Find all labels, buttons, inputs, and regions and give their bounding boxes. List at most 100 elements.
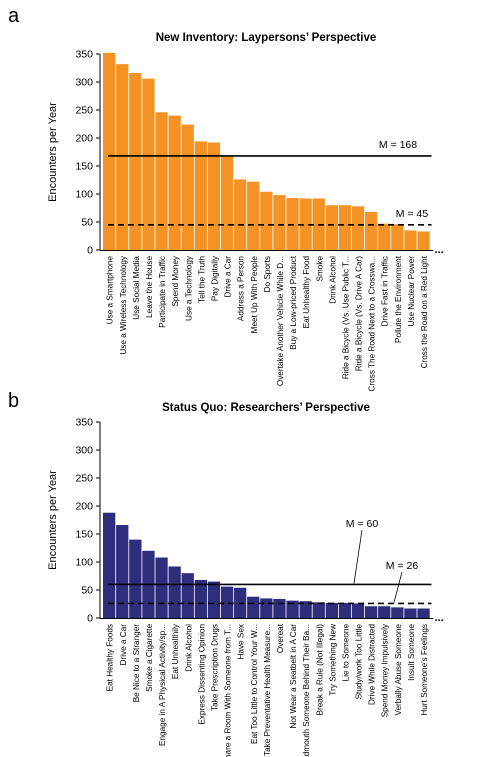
panel-b-x-tick-label: Badmouth Someone Behind Their Ba...	[302, 624, 311, 757]
panel-b-y-tick-label: 200	[75, 501, 93, 513]
panel-b-bar	[378, 606, 391, 618]
panel-a-x-tick-label: Buy a Low-priced Product	[289, 255, 298, 349]
panel-a-y-axis-label: Encounters per Year	[47, 102, 59, 202]
panel-a-x-tick-label: Use a Technology	[184, 255, 193, 321]
panel-a-bar	[142, 78, 155, 250]
panel-b-x-tick-label: Eat Healthy Foods	[106, 624, 115, 691]
panel-a-bar	[378, 223, 391, 250]
panel-b-x-tick-label: Verbally Abuse Someone	[394, 624, 403, 716]
panel-a-bar	[194, 141, 207, 250]
panel-a-x-tick-label: Do Sports	[263, 256, 272, 292]
panel-b-y-tick-label: 100	[75, 557, 93, 569]
panel-b-bar	[417, 608, 430, 618]
panel-b-bar	[129, 539, 142, 618]
panel-b-x-tick-label: Have Sex	[237, 624, 246, 660]
panel-a-x-tick-label: Leave the House	[145, 256, 154, 318]
panel-b-bar	[299, 601, 312, 618]
panel-b-status-quo-chart: b Status Quo: Researchers’ Perspective E…	[8, 390, 444, 757]
panel-b-bar	[338, 602, 352, 618]
panel-a-bar	[338, 205, 352, 250]
panel-b-x-tick-label: Not Wear a Seatbelt in A Car	[289, 624, 298, 729]
panel-a-x-tick-label: Drive Fast in Traffic	[381, 256, 390, 326]
panel-a-x-tick-label: Cross The Road Next to a Crosswa...	[368, 256, 377, 391]
panel-b-title: Status Quo: Researchers’ Perspective	[162, 402, 370, 414]
panel-b-x-tick-label: Drink Alcohol	[184, 624, 193, 672]
panel-a-bar	[129, 73, 142, 250]
panel-b-x-tick-label: Lie to Someone	[341, 624, 350, 682]
panel-b-bar	[155, 557, 168, 618]
panel-a-axis-ellipsis: ...	[435, 244, 444, 256]
panel-b-bar	[391, 607, 404, 618]
panel-b-x-tick-label: Take Preventative Health Measure...	[263, 624, 272, 756]
panel-a-y-tick-label: 100	[75, 189, 93, 201]
panel-a-new-inventory-chart: a New Inventory: Laypersons’ Perspective…	[8, 5, 444, 391]
panel-a-y-tick-label: 350	[75, 49, 93, 61]
panel-a-bar	[103, 52, 116, 250]
panel-b-x-tick-label: Try Something New	[328, 624, 337, 696]
panel-a-bar	[207, 142, 221, 250]
panel-a-label: a	[8, 5, 20, 27]
panel-a-x-tick-label: Use Nuclear Power	[407, 256, 416, 327]
panel-a-x-tick-label: Address a Person	[237, 256, 246, 322]
panel-a-x-tick-label: Participate in Traffic	[158, 256, 167, 328]
panel-a-title: New Inventory: Laypersons’ Perspective	[156, 32, 377, 44]
panel-a-x-tick-label: Meet Up With People	[250, 256, 259, 334]
panel-b-bar	[181, 573, 194, 618]
panel-a-bar	[286, 197, 299, 250]
panel-a-x-tick-label: Use a Smartphone	[106, 256, 115, 325]
panel-a-mean-label: M = 45	[396, 208, 429, 220]
panel-a-bar	[404, 230, 417, 250]
panel-b-x-tick-label: Share a Room With Someone from T...	[224, 624, 233, 757]
panel-a-bar	[168, 115, 181, 250]
panel-a-bar	[181, 124, 194, 250]
panel-b-y-axis-label: Encounters per Year	[47, 470, 59, 570]
panel-b-x-tick-label: Eat Unhealthily	[171, 623, 180, 679]
panel-a-bar	[116, 64, 129, 250]
panel-b-x-tick-label: Spend Money Impulsively	[381, 623, 390, 717]
panel-b-x-tick-label: Engage in A Physical Activity/sp...	[158, 624, 167, 746]
panel-a-bar	[273, 195, 286, 250]
panel-a-y-tick-label: 300	[75, 77, 93, 89]
panel-a-x-tick-label: Spend Money	[171, 255, 180, 306]
panel-b-y-tick-label: 250	[75, 473, 93, 485]
panel-b-bar	[273, 598, 286, 618]
panel-a-bar	[299, 198, 312, 250]
panel-b-bar	[247, 596, 260, 618]
panel-a-x-tick-label: Eat Unhealthy Food	[302, 256, 311, 329]
panel-a-bar	[365, 211, 378, 250]
panel-a-bar	[417, 231, 430, 250]
panel-b-x-tick-label: Be Nice to a Stranger	[132, 624, 141, 703]
panel-b-y-tick-label: 350	[75, 417, 93, 429]
panel-a-bar	[155, 112, 168, 251]
panel-b-mean-label: M = 60	[346, 518, 379, 530]
panel-b-mean-leader	[393, 571, 403, 603]
panel-b-label: b	[8, 390, 19, 412]
panel-a-x-tick-label: Cross the Road on a Red Light	[420, 255, 429, 368]
panel-a-x-tick-label: Drink Alcohol	[328, 256, 337, 304]
panel-a-x-tick-label: Smoke	[315, 256, 324, 282]
panel-a-x-tick-label: Use a Wireless Technology	[119, 255, 128, 355]
panel-a-bar	[325, 205, 338, 250]
panel-b-x-tick-label: Hurt Someone's Feelings	[420, 624, 429, 716]
panel-a-y-tick-label: 150	[75, 161, 93, 173]
panel-a-x-tick-label: Overtake Another Vehicle While D...	[276, 256, 285, 386]
panel-b-x-tick-label: Break a Rule (Not Illegal)	[315, 624, 324, 716]
panel-b-x-tick-label: Smoke a Cigarette	[145, 624, 154, 692]
panel-a-bar	[234, 179, 247, 250]
panel-b-y-tick-label: 50	[81, 585, 93, 597]
panel-b-x-tick-label: Eat Too Little to Control Your W...	[250, 624, 259, 744]
panel-b-bar	[260, 598, 273, 618]
panel-b-x-tick-label: Overeat	[276, 623, 285, 653]
panel-b-bar	[404, 608, 417, 618]
panel-a-mean-label: M = 168	[379, 139, 417, 151]
panel-b-bar	[207, 581, 221, 618]
panel-b-x-tick-label: Study/work Too Little	[355, 624, 364, 700]
panel-b-mean-label: M = 26	[386, 560, 419, 572]
panel-a-x-tick-label: Ride a Bicycle (Vs. Drive A Car)	[355, 256, 364, 371]
panel-b-x-tick-label: Drive While Distracted	[368, 624, 377, 705]
panel-b-bar	[168, 566, 181, 618]
panel-a-bar	[351, 206, 365, 250]
panel-b-y-tick-label: 0	[87, 613, 93, 625]
panel-a-x-tick-label: Pay Digitally	[211, 255, 220, 301]
panel-b-bar	[351, 603, 365, 618]
